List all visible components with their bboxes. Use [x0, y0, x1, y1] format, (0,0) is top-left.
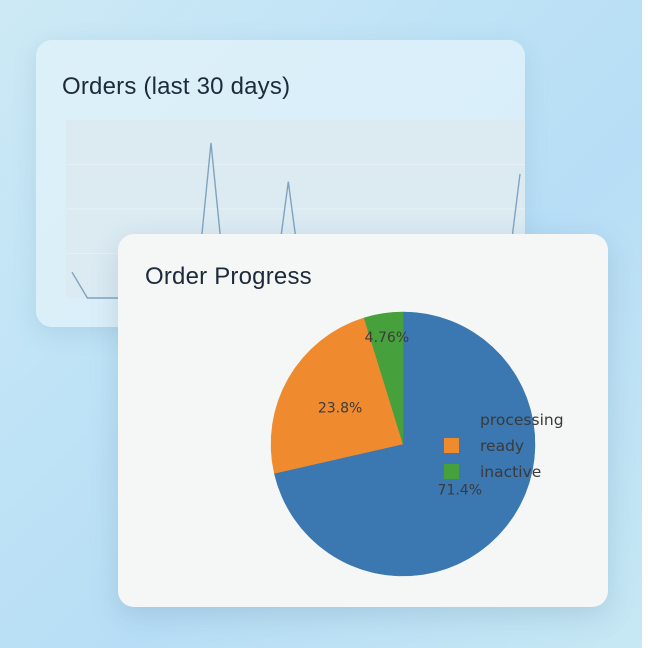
legend-swatch-ready — [444, 438, 459, 453]
pie-slice-inactive[interactable] — [363, 311, 404, 445]
pie-label-ready: 23.8% — [318, 401, 362, 417]
pie-slice-processing[interactable] — [274, 311, 536, 577]
order-progress-card-title: Order Progress — [145, 263, 312, 290]
legend-swatch-processing — [444, 412, 459, 427]
orders-card-title: Orders (last 30 days) — [62, 73, 291, 100]
right-edge — [642, 0, 648, 648]
pie-slice-ready[interactable] — [270, 317, 404, 474]
order-progress-pie-chart: 71.4% 23.8% 4.76% processing ready inactive — [270, 311, 564, 577]
order-progress-card: Order Progress 71.4% 23.8% 4.76% processing… — [118, 234, 608, 607]
legend-swatch-inactive — [444, 464, 459, 479]
pie-label-inactive: 4.76% — [365, 330, 409, 346]
legend-label-inactive: inactive — [480, 463, 541, 481]
pie-label-processing: 71.4% — [438, 482, 482, 498]
legend-label-processing: processing — [480, 411, 564, 429]
legend-label-ready: ready — [480, 437, 524, 455]
